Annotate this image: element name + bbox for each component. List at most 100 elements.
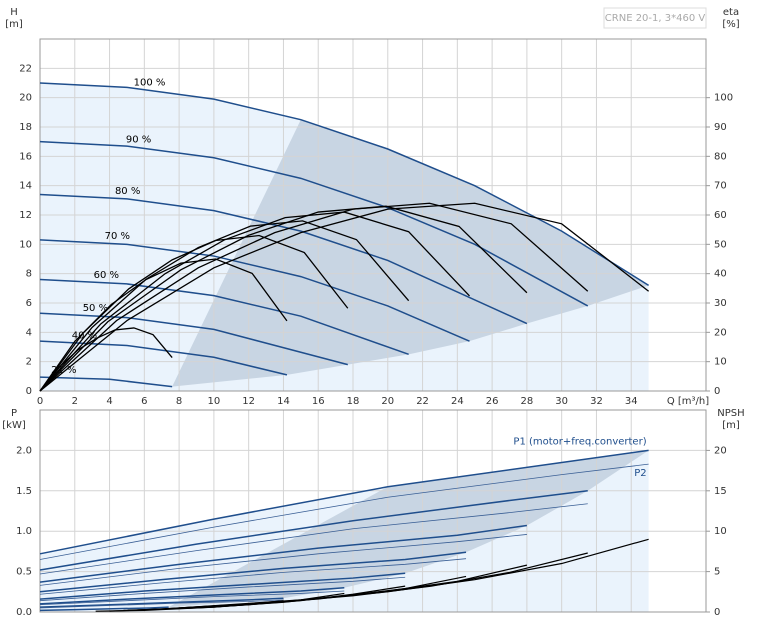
y-tick-label: 4 [26, 327, 32, 338]
y-tick-label: 1.0 [16, 526, 32, 537]
y-tick-label: 18 [19, 122, 32, 133]
series-label: 50 % [83, 303, 108, 314]
chart-title: CRNE 20-1, 3*460 V [605, 13, 706, 24]
y2-tick-label: 70 [714, 181, 727, 192]
y2-axis-label: eta [723, 7, 739, 18]
secondary-curve [39, 220, 410, 392]
y2-tick-label: 30 [714, 298, 727, 309]
series-label: 60 % [94, 270, 119, 281]
y2-tick-label: 10 [714, 357, 727, 368]
y2-tick-label: 90 [714, 122, 727, 133]
y-tick-label: 2.0 [16, 445, 32, 456]
x-tick-label: 4 [106, 396, 112, 407]
y-axis-label: H [10, 7, 18, 18]
y2-axis-unit: [%] [722, 19, 739, 30]
curve [39, 140, 589, 307]
curve [39, 463, 649, 560]
y2-tick-label: 20 [714, 445, 727, 456]
y2-tick-label: 20 [714, 327, 727, 338]
secondary-curve [39, 202, 589, 392]
y-tick-label: 1.5 [16, 486, 32, 497]
curve [39, 606, 169, 612]
title-box [603, 7, 707, 29]
x-tick-label: 28 [521, 396, 534, 407]
series-label: 21 % [51, 365, 76, 376]
x-axis-label: Q [m³/h] [667, 396, 709, 407]
x-tick-label: 24 [451, 396, 464, 407]
y-tick-label: 0.5 [16, 567, 32, 578]
curve [39, 534, 527, 586]
y2-axis-unit: [m] [722, 420, 740, 431]
curve [39, 449, 649, 555]
series-label: 70 % [105, 231, 130, 242]
secondary-curve [39, 202, 650, 392]
curve [39, 193, 528, 325]
curve [39, 572, 406, 600]
series-label: 90 % [126, 135, 151, 146]
y2-tick-label: 40 [714, 269, 727, 280]
y2-axis-label: NPSH [717, 408, 744, 419]
plot-frame [39, 409, 707, 613]
secondary-curve [39, 205, 528, 392]
curve [39, 599, 284, 609]
y2-tick-label: 50 [714, 239, 727, 250]
x-tick-label: 22 [416, 396, 429, 407]
y-axis-unit: [m] [5, 19, 23, 30]
y-tick-label: 16 [19, 151, 32, 162]
x-tick-label: 14 [277, 396, 290, 407]
y2-tick-label: 0 [714, 607, 720, 618]
y2-tick-label: 60 [714, 210, 727, 221]
x-tick-label: 26 [486, 396, 499, 407]
x-tick-label: 16 [312, 396, 325, 407]
x-tick-label: 18 [347, 396, 360, 407]
y-tick-label: 20 [19, 93, 32, 104]
curve [39, 503, 588, 575]
x-tick-label: 0 [37, 396, 43, 407]
curve [39, 524, 527, 583]
x-tick-label: 34 [625, 396, 638, 407]
secondary-curve [39, 211, 470, 392]
curve [39, 239, 470, 342]
y-tick-label: 22 [19, 63, 32, 74]
curve [39, 551, 467, 593]
curve [39, 576, 406, 602]
curve [39, 587, 345, 605]
operating-range [172, 119, 649, 387]
curve [39, 312, 348, 366]
y2-tick-label: 0 [714, 386, 720, 397]
secondary-curve [39, 258, 288, 392]
curve [39, 590, 345, 606]
curve [39, 376, 173, 388]
series-label: 80 % [115, 186, 140, 197]
curve [39, 558, 467, 595]
x-tick-label: 8 [176, 396, 182, 407]
x-tick-label: 32 [590, 396, 603, 407]
curve [39, 597, 284, 608]
y2-tick-label: 15 [714, 486, 727, 497]
secondary-curve [95, 600, 284, 612]
y-axis-unit: [kW] [2, 420, 26, 431]
x-tick-label: 2 [72, 396, 78, 407]
secondary-curve [39, 327, 173, 392]
y-tick-label: 0 [26, 386, 32, 397]
curve [39, 490, 588, 571]
series-label: P1 (motor+freq.converter) [513, 436, 646, 447]
y-tick-label: 14 [19, 181, 32, 192]
x-tick-label: 20 [381, 396, 394, 407]
series-label: 100 % [134, 77, 166, 88]
x-tick-label: 12 [242, 396, 255, 407]
series-label: P2 [634, 468, 646, 479]
y2-tick-label: 100 [714, 93, 733, 104]
x-tick-label: 10 [208, 396, 221, 407]
y-tick-label: 12 [19, 210, 32, 221]
y-tick-label: 10 [19, 239, 32, 250]
y-tick-label: 2 [26, 357, 32, 368]
y-tick-label: 0.0 [16, 607, 32, 618]
y2-tick-label: 80 [714, 151, 727, 162]
y-axis-label: P [11, 408, 17, 419]
x-tick-label: 30 [555, 396, 568, 407]
x-tick-label: 6 [141, 396, 147, 407]
y2-tick-label: 10 [714, 526, 727, 537]
y2-tick-label: 5 [714, 567, 720, 578]
